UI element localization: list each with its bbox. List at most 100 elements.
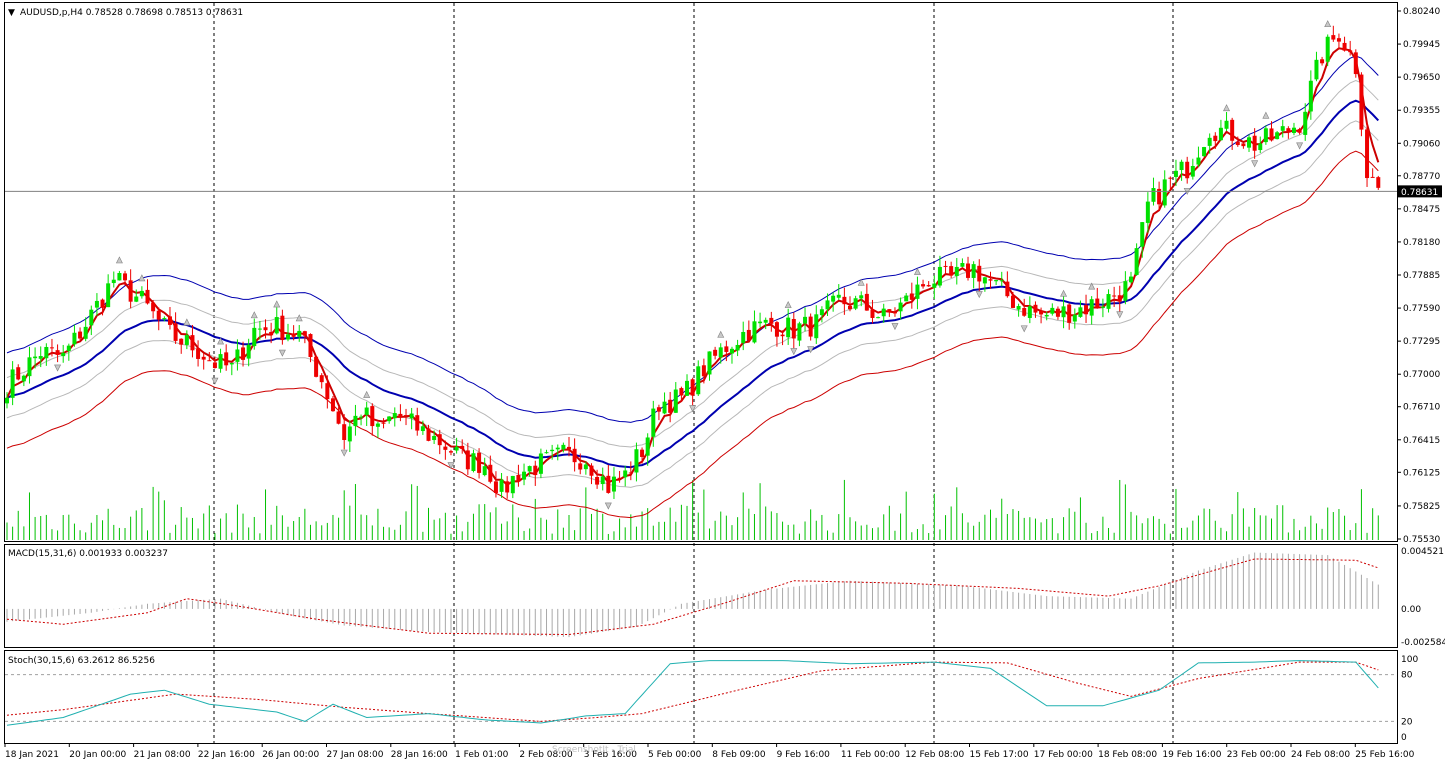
current-price-line: 0.78631 <box>5 185 1442 198</box>
candle-body <box>179 338 184 345</box>
candle-body <box>173 323 178 341</box>
candle-body <box>1280 126 1285 131</box>
y-tick-label: 0.77590 <box>1403 304 1440 314</box>
fractal-down-icon <box>604 502 612 510</box>
candle-body <box>89 309 94 326</box>
candle-body <box>212 362 217 369</box>
y-tick-label: 0.76710 <box>1403 403 1440 413</box>
candle-body <box>1010 295 1015 308</box>
candle-body <box>949 266 954 276</box>
candle-body <box>567 446 571 450</box>
stoch-y-tick-label: 0 <box>1401 733 1407 743</box>
x-tick-label: 25 Feb 16:00 <box>1355 750 1414 760</box>
candle-body <box>999 280 1004 282</box>
candle-body <box>16 367 21 380</box>
fractal-down-icon <box>1116 311 1124 319</box>
candle-body <box>66 345 71 351</box>
candle-body <box>336 411 341 424</box>
candle-body <box>359 416 364 418</box>
candle-body <box>5 397 9 404</box>
candle-body <box>1202 147 1207 157</box>
candle-body <box>943 265 948 267</box>
x-tick-label: 15 Feb 17:00 <box>970 750 1029 760</box>
candle-body <box>342 424 347 440</box>
candle-body <box>44 346 49 359</box>
fractal-up-icon <box>1088 282 1096 290</box>
candle-body <box>286 334 290 340</box>
candle-body <box>274 317 279 334</box>
candle-body <box>932 283 937 288</box>
fractal-up-icon <box>1223 104 1231 112</box>
fractal-up-icon <box>250 311 258 319</box>
candle-body <box>184 335 189 345</box>
x-tick-label: 2 Feb 08:00 <box>519 750 573 760</box>
fractal-down-icon <box>278 349 286 357</box>
candle-body <box>314 356 319 377</box>
stochastic-indicator: 100 80 20 0 <box>5 655 1418 743</box>
y-tick-label: 0.78180 <box>1403 238 1440 248</box>
candle-body <box>61 352 66 357</box>
stoch-y-tick-label: 100 <box>1401 655 1418 665</box>
candle-body <box>741 331 746 343</box>
fractal-down-icon <box>447 462 455 470</box>
candle-body <box>645 437 650 456</box>
candle-body <box>673 389 678 413</box>
fractal-down-icon <box>211 377 219 385</box>
fractal-down-icon <box>1251 160 1259 168</box>
candle-body <box>1303 111 1308 135</box>
y-tick-label: 0.79355 <box>1403 106 1440 116</box>
y-tick-label: 0.79060 <box>1403 139 1440 149</box>
stoch-y-tick-label: 80 <box>1401 671 1413 681</box>
candle-body <box>1286 128 1291 132</box>
candle-body <box>623 470 628 478</box>
x-tick-label: 3 Feb 16:00 <box>584 750 638 760</box>
candle-body <box>892 311 897 314</box>
candle-body <box>381 422 386 424</box>
x-tick-label: 26 Jan 00:00 <box>262 750 319 760</box>
candle-body <box>353 415 358 427</box>
candle-body <box>797 323 802 341</box>
x-tick-label: 12 Feb 08:00 <box>905 750 964 760</box>
candle-body <box>876 317 881 319</box>
candle-body <box>915 284 920 299</box>
candle-body <box>1190 165 1195 177</box>
candle-body <box>330 398 335 412</box>
symbol-triangle-icon[interactable]: ▼ <box>8 8 15 18</box>
candle-body <box>550 449 555 452</box>
candle-body <box>1078 307 1083 317</box>
y-tick-label: 0.77295 <box>1403 337 1440 347</box>
candle-body <box>1100 306 1105 308</box>
candle-body <box>864 293 869 311</box>
candle-body <box>1179 161 1184 171</box>
candle-body <box>404 415 409 417</box>
candle-body <box>1263 128 1268 143</box>
candle-body <box>527 466 532 472</box>
candle-body <box>656 407 661 412</box>
y-tick-label: 0.77000 <box>1403 370 1440 380</box>
candle-body <box>538 453 543 474</box>
y-tick-label: 0.75530 <box>1403 535 1440 545</box>
fractal-down-icon <box>807 346 815 354</box>
y-tick-label: 0.80240 <box>1403 7 1440 17</box>
macd-y-tick-label: -0.002584 <box>1401 638 1445 648</box>
candle-body <box>595 476 600 485</box>
candle-body <box>432 435 437 441</box>
candles <box>5 25 1381 499</box>
candle-body <box>1067 304 1072 323</box>
candle-body <box>94 300 99 308</box>
candle-body <box>1061 306 1066 318</box>
stoch-k-line <box>6 660 1379 726</box>
candle-body <box>763 319 768 323</box>
candle-body <box>1140 222 1145 247</box>
candle-body <box>257 328 262 330</box>
candle-body <box>1269 128 1274 141</box>
x-tick-label: 23 Feb 00:00 <box>1227 750 1286 760</box>
candle-body <box>1033 304 1038 313</box>
candle-body <box>752 321 757 343</box>
candle-body <box>701 365 706 377</box>
candle-body <box>387 416 392 422</box>
y-tick-label: 0.78475 <box>1403 205 1440 215</box>
macd-signal-line <box>6 558 1379 635</box>
